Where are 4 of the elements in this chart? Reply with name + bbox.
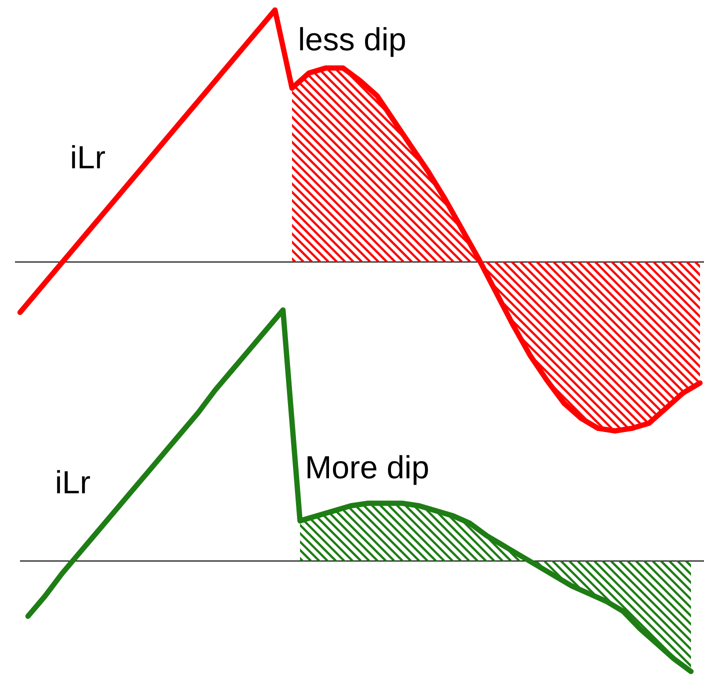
annotation: More dip <box>308 455 428 485</box>
annotation: iLr <box>57 470 90 494</box>
annotation: iLr <box>72 145 105 168</box>
annotation: less dip <box>300 27 405 57</box>
